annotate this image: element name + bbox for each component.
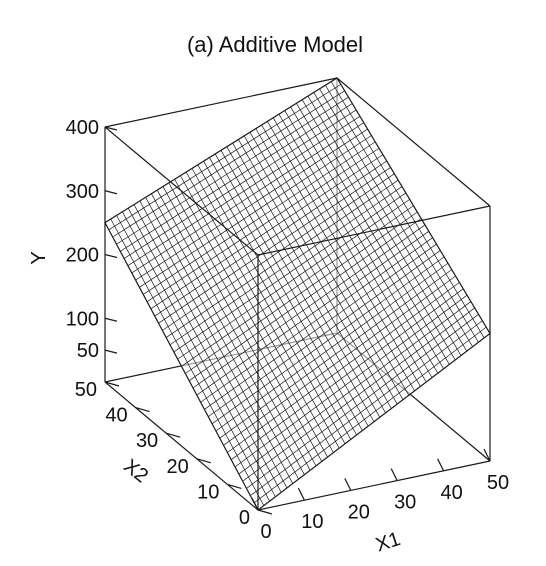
x1-tick-mark bbox=[390, 468, 398, 481]
x1-tick-label: 40 bbox=[440, 482, 462, 504]
surface-mesh-line-x2 bbox=[120, 103, 353, 252]
surface-mesh-line-x2 bbox=[158, 167, 391, 324]
surface-mesh-line-x2 bbox=[169, 186, 403, 346]
box-edge-front-top bbox=[257, 205, 491, 256]
box-edge-right-top bbox=[336, 77, 491, 207]
surface-mesh-line-x1 bbox=[296, 103, 450, 365]
x2-tick-label: 20 bbox=[167, 456, 189, 478]
surface-mesh-line-x1 bbox=[267, 121, 421, 387]
surface-mesh-line-x1 bbox=[226, 146, 381, 418]
surface-mesh-line-x1 bbox=[249, 132, 404, 400]
x2-tick-label: 40 bbox=[105, 405, 127, 427]
z-tick-label: 200 bbox=[66, 245, 99, 267]
surface-mesh-line-x1 bbox=[284, 110, 439, 374]
x2-tick-label: 30 bbox=[136, 430, 158, 452]
x2-tick-mark bbox=[135, 407, 150, 413]
x2-tick-mark bbox=[166, 432, 181, 438]
surface-mesh-line-x2 bbox=[112, 90, 345, 238]
x2-axis-title: X2 bbox=[119, 455, 152, 487]
x1-tick-label: 20 bbox=[348, 501, 370, 523]
x1-axis-title: X1 bbox=[373, 528, 403, 556]
surface-mesh-line-x2 bbox=[127, 116, 361, 267]
surface-mesh-line-x1 bbox=[232, 142, 386, 414]
box-edge-left-top bbox=[104, 126, 259, 256]
x2-tick-mark bbox=[257, 509, 273, 515]
x1-tick-label: 10 bbox=[301, 511, 323, 533]
surface-mesh-line-x2 bbox=[135, 128, 368, 281]
z-tick-mark bbox=[104, 253, 118, 259]
x1-tick-mark bbox=[251, 497, 259, 511]
x1-tick-mark bbox=[344, 478, 352, 491]
surface-mesh-line-x1 bbox=[325, 85, 479, 343]
surface-mesh-line-x2 bbox=[162, 173, 395, 331]
response-surface bbox=[104, 77, 491, 511]
surface-mesh-line-x1 bbox=[238, 139, 392, 409]
box-edge-left-bottom bbox=[104, 381, 259, 511]
z-tick-mark bbox=[104, 190, 118, 195]
x1-tick-mark bbox=[437, 458, 445, 472]
x2-tick-mark bbox=[227, 483, 242, 489]
z-tick-label: 50 bbox=[77, 340, 99, 362]
surface-mesh-line-x1 bbox=[243, 135, 398, 405]
surface-mesh-line-x1 bbox=[278, 113, 433, 378]
surface-mesh-line-x1 bbox=[290, 106, 444, 369]
box-edge-front-bottom bbox=[257, 460, 491, 511]
z-tick-mark bbox=[104, 126, 118, 131]
z-tick-label: 100 bbox=[66, 308, 99, 330]
z-tick-mark bbox=[104, 317, 118, 322]
surface-mesh-line-x1 bbox=[261, 124, 415, 392]
surface-mesh-line-x1 bbox=[307, 95, 462, 356]
z-axis-title: Y bbox=[28, 251, 50, 264]
surface-outline bbox=[104, 77, 491, 511]
z-tick-mark bbox=[104, 349, 118, 354]
box-edge-back-top bbox=[104, 77, 338, 128]
axis-ticks: 50 100 200 300 400 0 10 20 30 40 50 0 10 20 30 40 50 bbox=[66, 117, 510, 543]
x2-tick-label: 10 bbox=[197, 481, 219, 503]
x2-tick-mark bbox=[196, 458, 211, 464]
surface-mesh-line-x1 bbox=[330, 81, 485, 339]
surface-mesh-line-x2 bbox=[177, 199, 410, 360]
surface-mesh-line-x2 bbox=[173, 192, 407, 353]
surface-mesh-line-x2 bbox=[139, 135, 372, 288]
surface-mesh-line-x2 bbox=[150, 154, 384, 310]
surface-mesh-line-x2 bbox=[116, 96, 349, 245]
surface-mesh-line-x2 bbox=[123, 109, 357, 259]
x2-tick-label: 50 bbox=[75, 379, 97, 401]
x2-tick-label: 0 bbox=[239, 507, 250, 529]
surface-mesh-line-x1 bbox=[319, 88, 473, 347]
x1-tick-label: 50 bbox=[487, 472, 509, 494]
surface-mesh-line-x2 bbox=[181, 205, 414, 367]
surface-mesh-line-x2 bbox=[166, 179, 399, 338]
surface-mesh-line-x2 bbox=[143, 141, 376, 295]
surface-mesh-line-x1 bbox=[313, 92, 468, 352]
z-tick-label: 400 bbox=[66, 117, 99, 139]
x1-tick-label: 0 bbox=[260, 521, 271, 543]
x2-tick-mark bbox=[104, 381, 120, 387]
plot-box-front bbox=[104, 77, 491, 511]
x1-tick-mark bbox=[297, 487, 305, 501]
x1-tick-mark bbox=[483, 448, 491, 462]
surface-mesh-line-x1 bbox=[255, 128, 410, 396]
surface-mesh-line-x2 bbox=[131, 122, 364, 274]
surface-mesh-line-x2 bbox=[146, 147, 380, 302]
z-tick-label: 300 bbox=[66, 181, 99, 203]
surface-mesh-line-x2 bbox=[154, 160, 387, 317]
x1-tick-label: 30 bbox=[394, 492, 416, 514]
chart-title: (a) Additive Model bbox=[187, 32, 363, 57]
surface-mesh-line-x2 bbox=[108, 84, 342, 231]
surface-mesh-line-x1 bbox=[272, 117, 427, 383]
